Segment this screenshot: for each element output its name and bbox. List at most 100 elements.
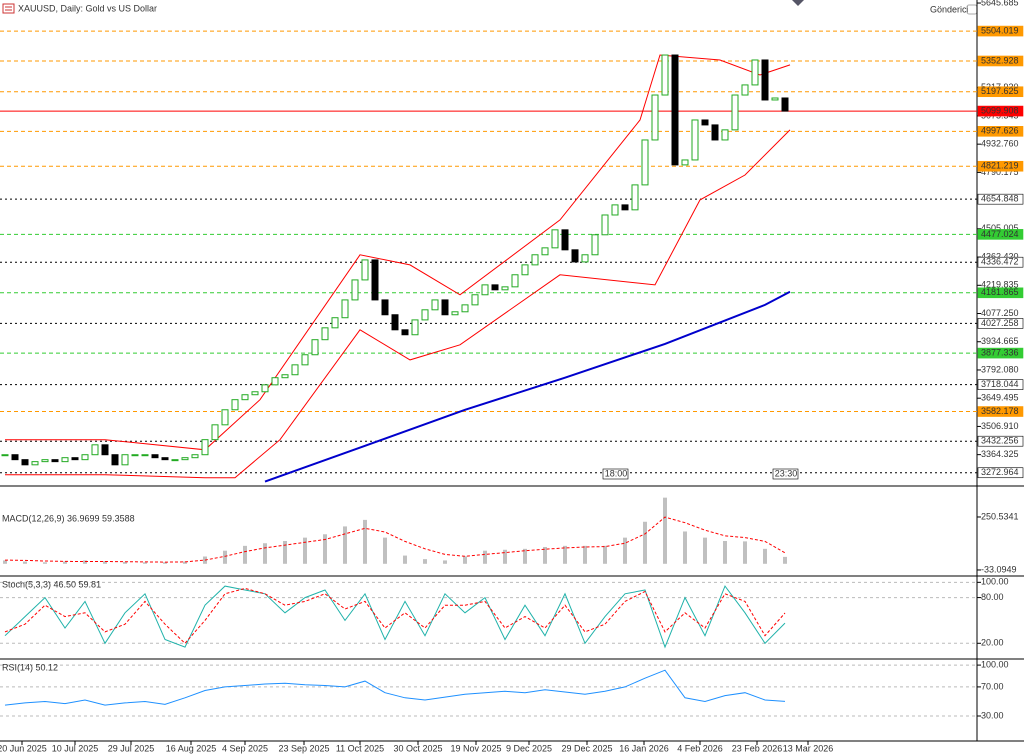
- candle: [711, 124, 719, 141]
- candle: [381, 299, 389, 316]
- x-tick-label: 10 Jul 2025: [52, 743, 99, 753]
- level-label-box: [977, 347, 1024, 359]
- level-label: 3432.256: [981, 436, 1019, 446]
- macd-bar: [403, 555, 407, 564]
- macd-bar: [663, 497, 667, 564]
- macd-bar: [223, 550, 227, 564]
- x-tick-label: 23 Sep 2025: [278, 743, 329, 753]
- x-tick-label: 16 Jan 2026: [619, 743, 669, 753]
- macd-bar: [363, 519, 367, 564]
- level-label: 5352.928: [981, 55, 1019, 65]
- macd-bar: [423, 559, 427, 564]
- candle: [771, 97, 779, 101]
- candle: [511, 274, 519, 288]
- candle: [701, 119, 709, 126]
- y-tick-label: 4932.760: [981, 139, 1019, 149]
- level-label-box: [977, 86, 1024, 98]
- y-tick-label: 4362.420: [981, 251, 1019, 261]
- indicator-title: RSI(14) 50.12: [2, 662, 58, 672]
- y-tick-label: 250.5341: [981, 511, 1019, 521]
- x-tick-label: 30 Oct 2025: [393, 743, 442, 753]
- x-tick-label: 4 Feb 2026: [677, 743, 723, 753]
- y-tick-label: 4505.005: [981, 223, 1019, 233]
- level-label-box: [977, 193, 1024, 205]
- y-tick-label: 80.00: [981, 592, 1004, 602]
- macd-bar: [3, 560, 7, 564]
- candle: [361, 259, 369, 281]
- macd-bar: [683, 531, 687, 564]
- toolbar-label[interactable]: Gönderici: [930, 4, 969, 14]
- level-label-box: [977, 467, 1024, 479]
- level-label: 4654.848: [981, 194, 1019, 204]
- candle: [561, 229, 569, 251]
- macd-bar: [523, 548, 527, 564]
- candle: [271, 377, 279, 386]
- candle: [631, 184, 639, 211]
- candle: [751, 59, 759, 86]
- macd-signal: [4, 516, 786, 563]
- y-tick-label: 4077.250: [981, 308, 1019, 318]
- candle: [581, 254, 589, 263]
- level-label: 4997.626: [981, 126, 1019, 136]
- y-tick-label: 5645.685: [981, 0, 1019, 7]
- candle: [461, 304, 469, 313]
- y-tick-label: 3506.910: [981, 421, 1019, 431]
- y-tick-label: 3364.325: [981, 449, 1019, 459]
- x-tick-label: 4 Sep 2025: [222, 743, 268, 753]
- candle: [591, 234, 599, 256]
- candle: [781, 97, 789, 112]
- candle: [531, 254, 539, 266]
- macd-bar: [243, 545, 247, 564]
- candle: [641, 139, 649, 186]
- level-label-box: [977, 160, 1024, 172]
- indicator-title: Stoch(5,3,3) 46.50 59.81: [2, 579, 101, 589]
- candle: [221, 409, 229, 426]
- x-tick-label: 16 Aug 2025: [166, 743, 217, 753]
- candle: [101, 444, 109, 456]
- macd-bar: [783, 556, 787, 564]
- macd-bar: [563, 545, 567, 564]
- macd-bar: [463, 556, 467, 564]
- macd-bar: [543, 546, 547, 564]
- y-tick-label: 4790.175: [981, 167, 1019, 177]
- candle: [61, 457, 69, 463]
- macd-bar: [323, 534, 327, 564]
- x-tick-label: 19 Nov 2025: [450, 743, 501, 753]
- indicator-line: [4, 587, 786, 645]
- candle: [521, 264, 529, 276]
- candle: [51, 459, 59, 463]
- candle: [171, 459, 179, 462]
- candle: [291, 364, 299, 376]
- symbol-icon: [2, 3, 15, 14]
- y-tick-label: 30.00: [981, 710, 1004, 720]
- macd-bar: [343, 526, 347, 564]
- macd-bar: [143, 562, 147, 564]
- macd-bar: [263, 543, 267, 564]
- macd-bar: [183, 561, 187, 564]
- time-marker-label: 18:00: [605, 468, 628, 478]
- candle: [391, 314, 399, 331]
- candle: [541, 247, 549, 256]
- candle: [31, 461, 39, 466]
- level-label-box: [977, 318, 1024, 329]
- candle: [421, 309, 429, 321]
- time-marker: [772, 468, 799, 480]
- level-label: 5504.019: [981, 25, 1019, 35]
- level-label-box: [977, 406, 1024, 417]
- macd-bar: [123, 561, 127, 564]
- macd-bar: [623, 537, 627, 564]
- candle: [431, 299, 439, 311]
- indicator-title: MACD(12,26,9) 36.9699 59.3588: [2, 513, 135, 523]
- y-tick-label: -33.0949: [981, 564, 1017, 574]
- macd-bar: [163, 562, 167, 564]
- macd-bar: [63, 561, 67, 564]
- macd-bar: [103, 561, 107, 564]
- candle: [441, 299, 449, 316]
- candle: [181, 457, 189, 461]
- level-label: 4027.258: [981, 318, 1019, 328]
- level-label: 3582.178: [981, 406, 1019, 416]
- candle: [161, 457, 169, 461]
- macd-bar: [763, 548, 767, 564]
- level-label-box: [977, 126, 1024, 137]
